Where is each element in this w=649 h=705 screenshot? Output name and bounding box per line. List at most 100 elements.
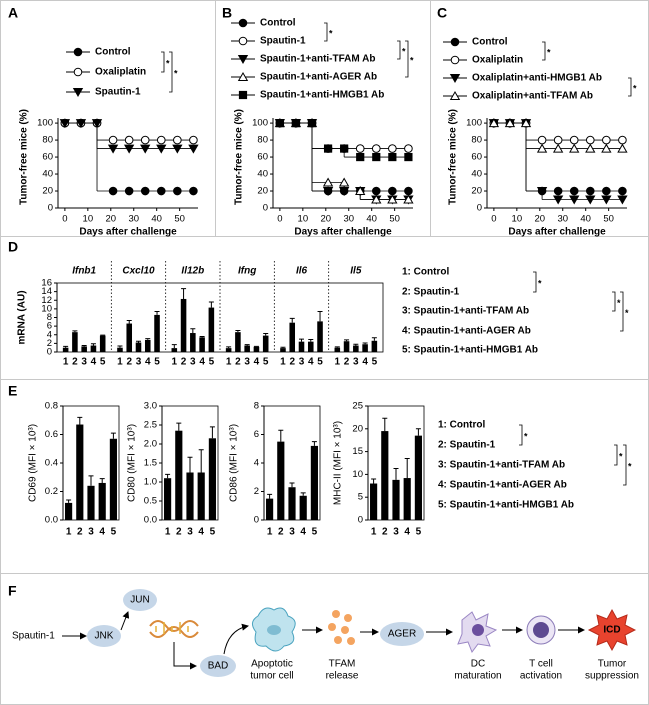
significance-bracket xyxy=(612,291,616,312)
error-bar xyxy=(371,337,377,341)
x-tick-label: 40 xyxy=(366,214,377,225)
error-bar xyxy=(209,426,215,439)
y-tick-label: 25 xyxy=(352,401,363,412)
marker xyxy=(322,187,334,197)
significance-bracket xyxy=(533,271,537,293)
legend-label: Oxaliplatin xyxy=(95,67,146,78)
significance-bracket xyxy=(628,77,632,97)
significance-label: * xyxy=(617,298,621,308)
x-tick-label: 2 xyxy=(176,527,182,538)
error-bar xyxy=(371,478,377,484)
x-tick-label: 10 xyxy=(512,214,523,225)
x-tick-label: 4 xyxy=(254,357,260,368)
marker xyxy=(617,195,628,205)
panel-letter: F xyxy=(8,583,17,599)
marker xyxy=(617,143,628,153)
bar xyxy=(190,333,196,352)
node-label: release xyxy=(326,671,359,682)
y-tick-label: 20 xyxy=(352,423,363,434)
y-tick-label: 20 xyxy=(42,186,53,197)
y-axis-title: Tumor-free mice (%) xyxy=(234,109,245,205)
marker xyxy=(569,135,579,145)
significance-label: * xyxy=(547,47,551,57)
marker xyxy=(72,88,84,98)
x-tick-label: 10 xyxy=(298,214,309,225)
bar xyxy=(90,345,97,352)
marker xyxy=(156,186,166,196)
x-tick-label: 20 xyxy=(534,214,545,225)
marker xyxy=(172,144,183,154)
marker xyxy=(156,135,166,145)
significance-bracket xyxy=(405,40,409,78)
marker xyxy=(488,118,500,128)
marker xyxy=(371,194,382,204)
marker xyxy=(355,144,365,153)
error-bar xyxy=(280,346,286,349)
x-tick-label: 0 xyxy=(277,214,282,225)
y-tick-label: 80 xyxy=(42,135,53,146)
y-tick-label: 0.0 xyxy=(45,515,58,526)
y-tick-label: 80 xyxy=(257,135,268,146)
bar xyxy=(180,298,187,352)
error-bar xyxy=(110,432,116,439)
error-bar xyxy=(289,317,295,323)
error-bar xyxy=(208,301,214,308)
y-tick-label: 40 xyxy=(42,169,53,180)
y-tick-label: 100 xyxy=(252,118,268,129)
node-label: activation xyxy=(520,671,562,682)
error-bar xyxy=(308,338,314,342)
x-tick-label: 40 xyxy=(580,214,591,225)
error-bar xyxy=(263,332,269,336)
x-tick-label: 5 xyxy=(372,357,378,368)
x-tick-label: 40 xyxy=(151,214,162,225)
marker xyxy=(340,144,349,153)
error-bar xyxy=(99,478,105,483)
panel-letter: A xyxy=(8,5,18,21)
error-bar xyxy=(72,330,78,333)
legend-label: 5: Spautin-1+anti-HMGB1 Ab xyxy=(402,345,538,356)
error-bar xyxy=(334,346,340,348)
marker xyxy=(601,195,612,205)
x-tick-label: 5 xyxy=(111,527,117,538)
significance-bracket xyxy=(397,40,401,60)
node-label: JUN xyxy=(130,595,149,606)
y-tick-label: 20 xyxy=(257,186,268,197)
bar xyxy=(253,346,260,352)
marker xyxy=(75,119,87,129)
error-bar xyxy=(382,417,388,432)
y-tick-label: 5 xyxy=(358,492,363,503)
y-axis-title: CD80 (MFI × 10³) xyxy=(127,424,138,502)
error-bar xyxy=(244,344,250,346)
y-tick-label: 2.0 xyxy=(144,439,157,450)
y-tick-label: 2 xyxy=(47,338,52,349)
marker xyxy=(140,144,151,154)
node-label: TFAM xyxy=(329,659,356,670)
x-tick-label: 50 xyxy=(603,214,614,225)
marker xyxy=(585,186,595,196)
group-label: Il12b xyxy=(181,266,204,277)
x-tick-label: 5 xyxy=(263,357,269,368)
y-tick-label: 0.4 xyxy=(45,458,58,469)
bar xyxy=(197,472,205,520)
node-label: tumor cell xyxy=(250,671,293,682)
error-bar xyxy=(88,475,94,486)
marker xyxy=(307,118,317,128)
y-axis-title: CD69 (MFI × 10³) xyxy=(28,424,39,502)
error-bar xyxy=(154,310,160,315)
marker xyxy=(371,186,381,196)
x-tick-label: 1 xyxy=(165,527,171,538)
significance-bracket xyxy=(620,291,624,332)
marker xyxy=(569,143,580,153)
x-tick-label: 3 xyxy=(190,357,196,368)
legend-label: Spautin-1 xyxy=(95,87,141,98)
x-tick-label: 1 xyxy=(63,357,69,368)
error-bar xyxy=(190,328,196,334)
marker xyxy=(388,152,397,162)
significance-bracket xyxy=(542,41,546,61)
bar xyxy=(280,348,286,352)
x-tick-label: 5 xyxy=(416,527,422,538)
group-label: Cxcl10 xyxy=(122,266,155,277)
bar xyxy=(298,341,305,352)
bar xyxy=(266,498,274,520)
marker xyxy=(403,194,414,204)
